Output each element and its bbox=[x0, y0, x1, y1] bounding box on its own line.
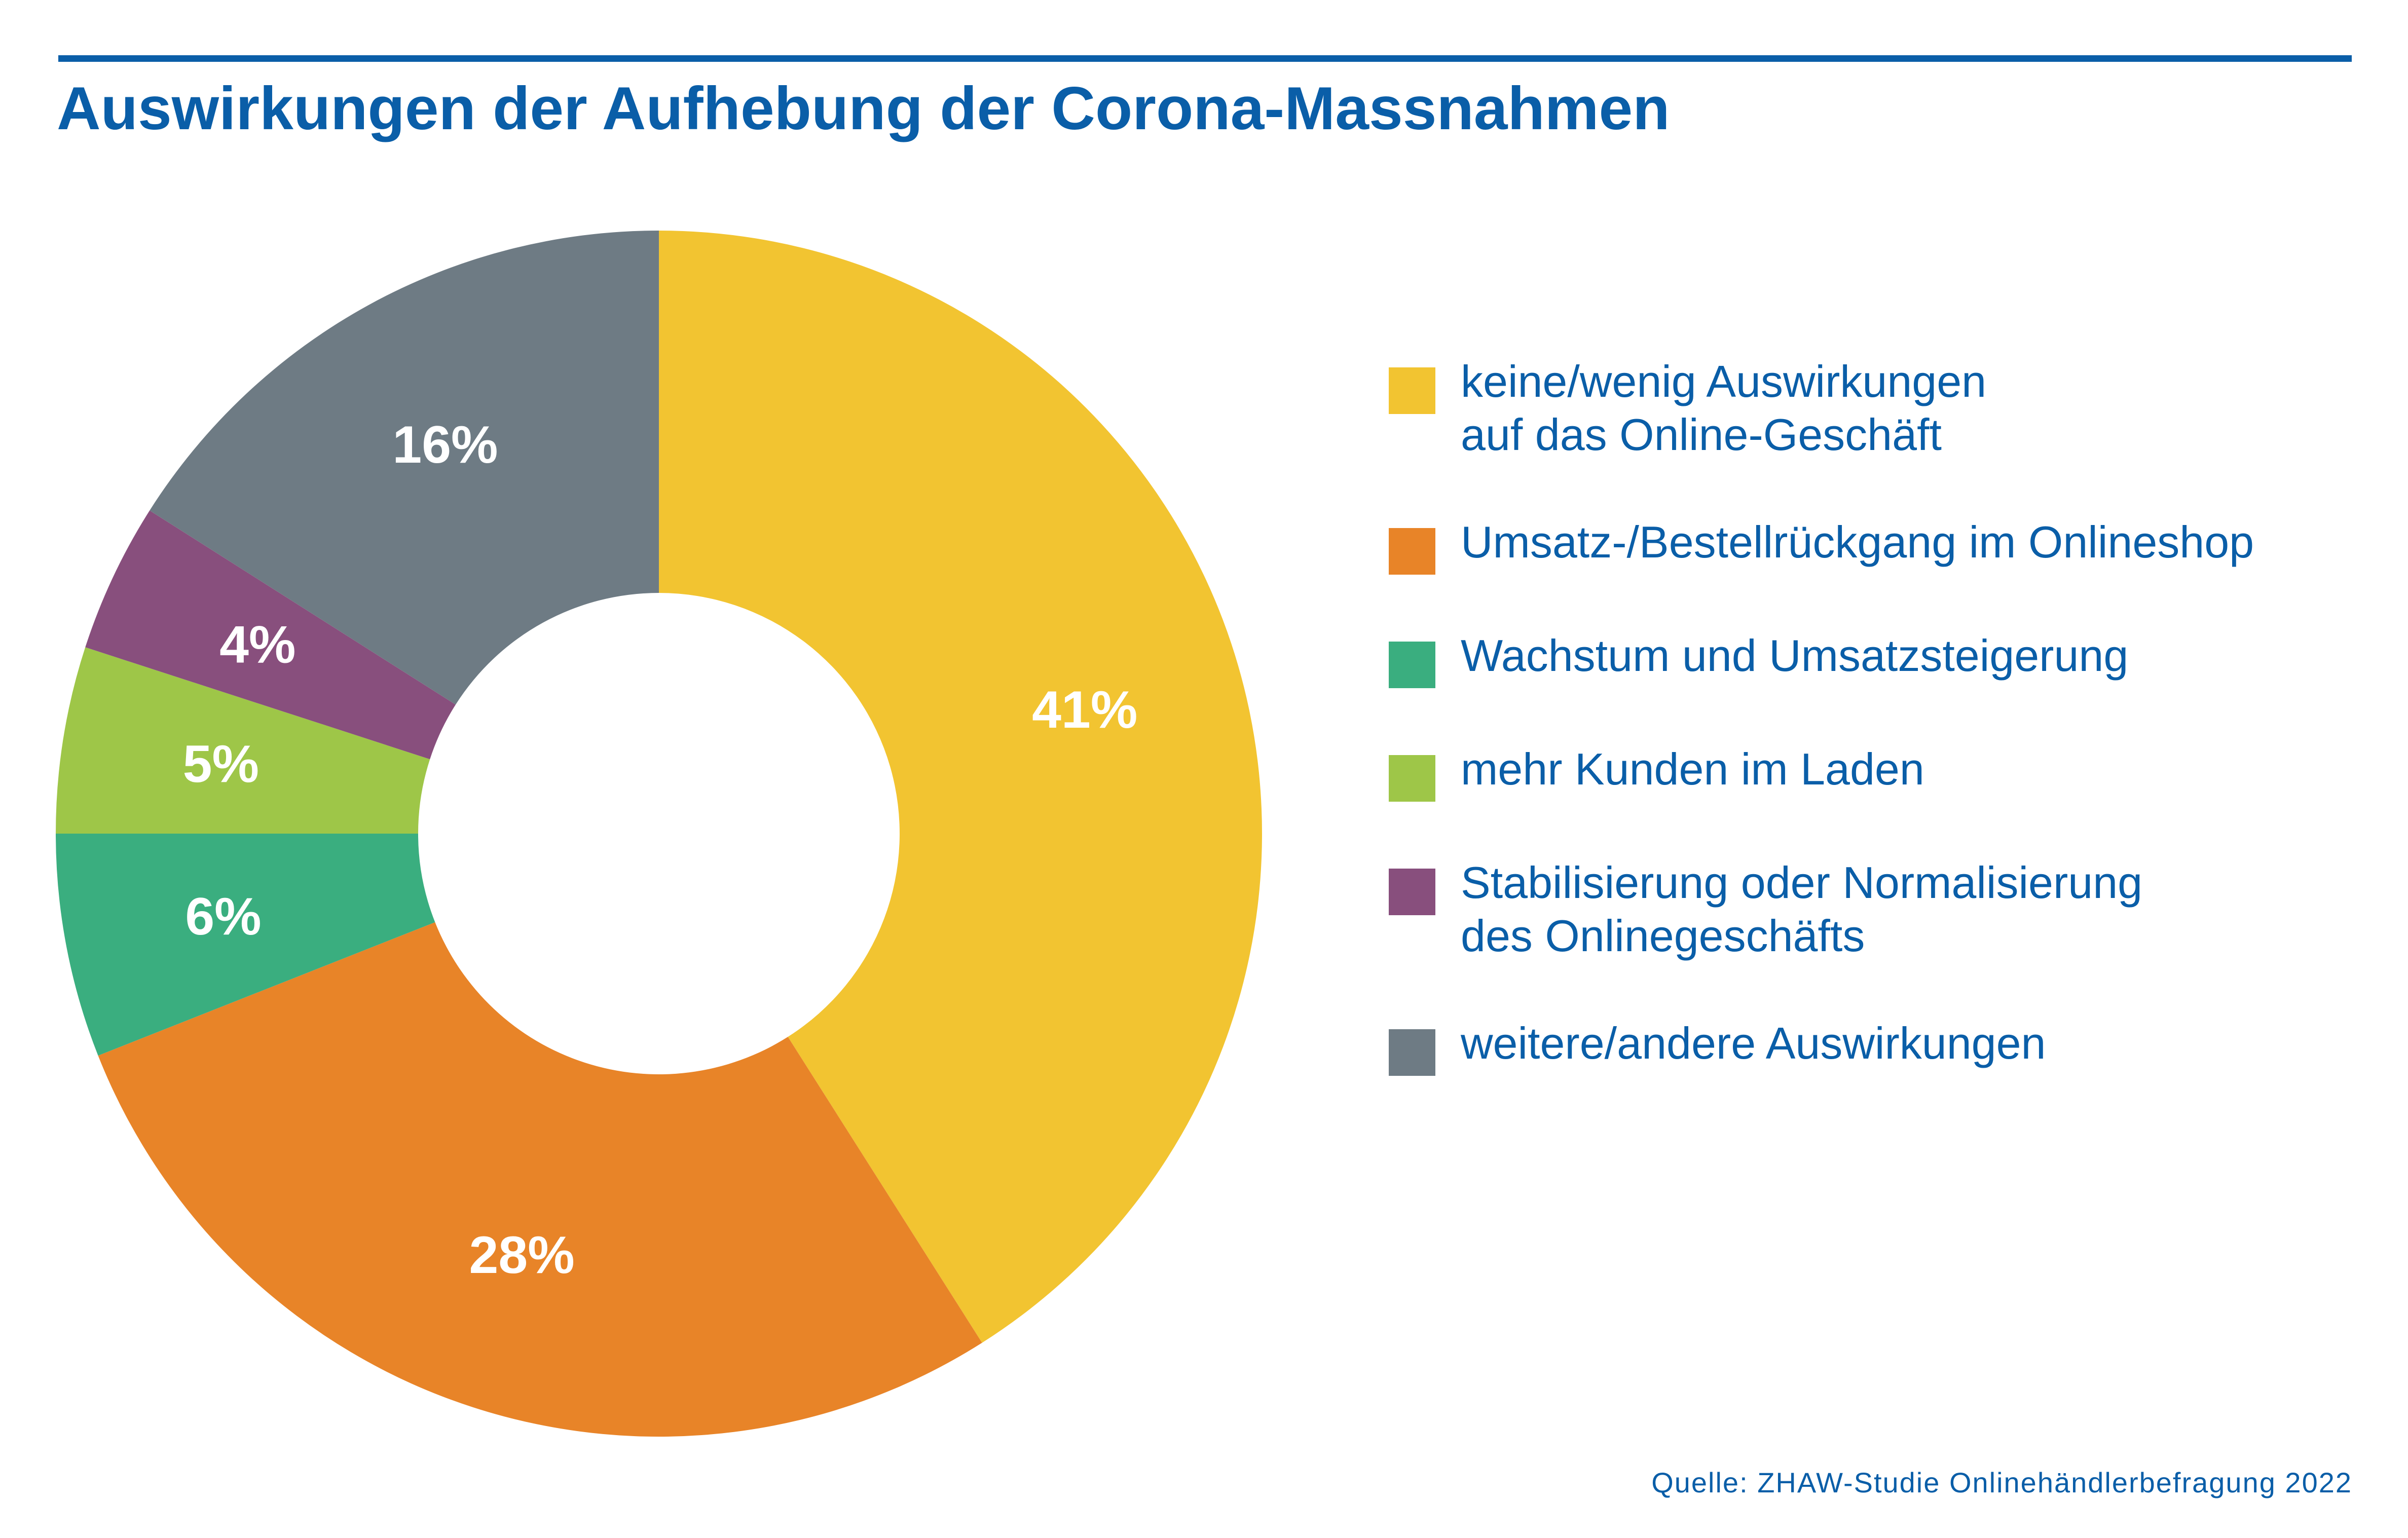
data-label-2: 6% bbox=[185, 887, 261, 946]
legend-label-5: weitere/andere Auswirkungen bbox=[1461, 1018, 2046, 1068]
legend-item-1: Umsatz-/Bestellrückgang im Onlineshop bbox=[1389, 515, 2254, 575]
data-label-5: 16% bbox=[392, 416, 498, 474]
data-label-3: 5% bbox=[183, 735, 259, 794]
top-rule bbox=[58, 55, 2352, 62]
legend-label-3: mehr Kunden im Laden bbox=[1461, 744, 1924, 794]
legend-label-4: Stabilisierung oder Normalisierung des O… bbox=[1461, 857, 2143, 961]
legend-swatch-1 bbox=[1389, 528, 1435, 575]
slice-5 bbox=[150, 231, 659, 705]
slice-0 bbox=[659, 231, 1263, 1343]
slice-3 bbox=[56, 647, 430, 834]
chart-slices bbox=[56, 231, 1263, 1437]
source-note: Quelle: ZHAW-Studie Onlinehändlerbefragu… bbox=[1651, 1467, 2352, 1498]
data-label-4: 4% bbox=[219, 615, 295, 674]
legend-item-4: Stabilisierung oder Normalisierung des O… bbox=[1389, 856, 2254, 962]
legend-item-3: mehr Kunden im Laden bbox=[1389, 742, 2254, 802]
legend-swatch-2 bbox=[1389, 642, 1435, 688]
legend-item-2: Wachstum und Umsatzsteigerung bbox=[1389, 629, 2254, 688]
legend-label-1: Umsatz-/Bestellrückgang im Onlineshop bbox=[1461, 517, 2254, 567]
legend-label-2: Wachstum und Umsatzsteigerung bbox=[1461, 630, 2129, 681]
chart-title: Auswirkungen der Aufhebung der Corona-Ma… bbox=[57, 74, 1670, 142]
slice-1 bbox=[98, 922, 982, 1437]
slice-2 bbox=[56, 834, 435, 1056]
legend: keine/wenig Auswirkungen auf das Online-… bbox=[1389, 355, 2254, 1076]
data-label-1: 28% bbox=[469, 1226, 575, 1285]
slice-4 bbox=[85, 510, 456, 760]
legend-swatch-4 bbox=[1389, 869, 1435, 915]
legend-label-0: keine/wenig Auswirkungen auf das Online-… bbox=[1461, 356, 1987, 460]
legend-item-5: weitere/andere Auswirkungen bbox=[1389, 1017, 2254, 1076]
data-label-0: 41% bbox=[1032, 681, 1137, 739]
legend-swatch-0 bbox=[1389, 367, 1435, 414]
legend-swatch-3 bbox=[1389, 755, 1435, 802]
legend-item-0: keine/wenig Auswirkungen auf das Online-… bbox=[1389, 355, 2254, 461]
legend-swatch-5 bbox=[1389, 1029, 1435, 1076]
chart-data-labels: 41% 28% 6% 5% 4% 16% bbox=[183, 416, 1138, 1285]
